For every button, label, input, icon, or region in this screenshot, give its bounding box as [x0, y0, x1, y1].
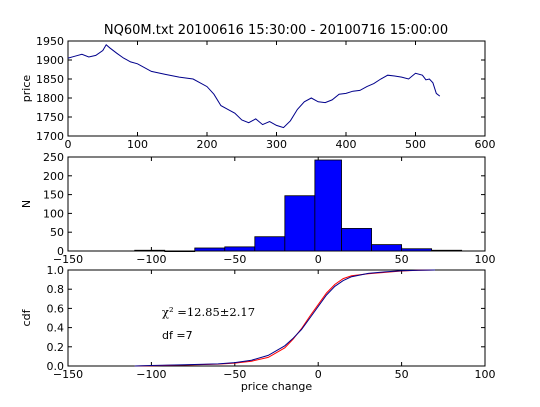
chi-square-annotation: χ² =12.85±2.17 — [162, 305, 255, 319]
plot-frame — [67, 269, 486, 367]
y-tick-label: 1850 — [36, 73, 64, 86]
histogram-bar — [134, 249, 166, 252]
x-tick-label: 100 — [475, 253, 496, 266]
x-tick-label: 100 — [127, 138, 148, 151]
cdf-empirical-line — [134, 269, 436, 367]
y-tick-label: 0.0 — [47, 360, 65, 373]
x-tick-label: −100 — [136, 253, 166, 266]
histogram-bar — [164, 250, 196, 253]
y-axis-label: cdf — [20, 308, 33, 326]
y-tick-label: 200 — [43, 170, 64, 183]
x-tick-label: 300 — [266, 138, 287, 151]
plot-frame — [67, 156, 486, 252]
histogram-bar — [314, 159, 342, 252]
y-axis-label: N — [20, 200, 33, 208]
y-tick-label: 150 — [43, 189, 64, 202]
y-tick-label: 1.0 — [47, 264, 65, 277]
plot-frame — [67, 40, 486, 137]
histogram-bar — [254, 236, 286, 252]
x-tick-label: 100 — [475, 368, 496, 381]
y-tick-label: 0.8 — [47, 283, 65, 296]
y-tick-label: 250 — [43, 151, 64, 164]
x-tick-label: 0 — [315, 253, 322, 266]
y-tick-label: 1900 — [36, 54, 64, 67]
x-tick-label: 500 — [405, 138, 426, 151]
x-tick-label: 200 — [197, 138, 218, 151]
x-tick-label: 0 — [315, 368, 322, 381]
y-tick-label: 0.4 — [47, 322, 65, 335]
x-tick-label: 400 — [336, 138, 357, 151]
y-tick-label: 1800 — [36, 92, 64, 105]
y-tick-label: 1950 — [36, 35, 64, 48]
y-tick-label: 0.2 — [47, 341, 65, 354]
histogram-bar — [194, 247, 226, 252]
histogram-bar — [341, 228, 372, 252]
histogram-bar — [284, 195, 316, 252]
y-tick-label: 1700 — [36, 130, 64, 143]
y-tick-label: 50 — [50, 226, 64, 239]
price-line — [67, 44, 441, 129]
histogram-bar — [401, 248, 433, 252]
histogram-bar — [224, 246, 256, 252]
x-tick-label: 600 — [475, 138, 496, 151]
y-axis-label: price — [20, 75, 33, 103]
df-annotation: df =7 — [162, 329, 193, 342]
figure-title: NQ60M.txt 20100616 15:30:00 - 20100716 1… — [104, 23, 448, 38]
x-tick-label: 50 — [395, 368, 409, 381]
histogram-bar — [371, 244, 402, 252]
price-panel: 0 100 200 300 400 500 600 1700 1750 1800 1850 1900 1… — [20, 35, 496, 151]
x-tick-label: −150 — [53, 368, 83, 381]
y-tick-label: 100 — [43, 207, 64, 220]
histogram-panel: −150 −100 −50 0 50 100 0 50 100 150 200 250 N — [20, 151, 496, 266]
x-tick-label: −50 — [223, 253, 246, 266]
x-tick-label: 0 — [65, 138, 72, 151]
cdf-panel: −150 −100 −50 0 50 100 0.0 0.2 0.4 0.6 0.8 1.0 cdf χ²… — [20, 264, 496, 393]
x-tick-label: −100 — [136, 368, 166, 381]
y-tick-label: 0 — [57, 245, 64, 258]
y-tick-label: 1750 — [36, 111, 64, 124]
x-tick-label: −150 — [53, 253, 83, 266]
histogram-bar — [431, 249, 463, 252]
y-tick-label: 0.6 — [47, 302, 65, 315]
x-tick-label: −50 — [223, 368, 246, 381]
x-tick-label: 50 — [395, 253, 409, 266]
x-axis-label: price change — [241, 380, 313, 393]
